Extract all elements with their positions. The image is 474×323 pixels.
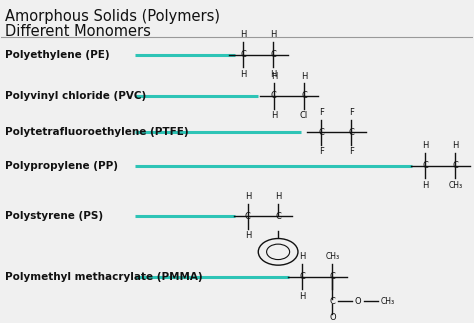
Text: F: F	[349, 108, 354, 117]
Text: H: H	[299, 252, 305, 261]
Text: C: C	[275, 212, 281, 221]
Text: C: C	[271, 50, 276, 59]
Text: Polymethyl methacrylate (PMMA): Polymethyl methacrylate (PMMA)	[5, 272, 203, 282]
Text: H: H	[270, 30, 276, 39]
Text: C: C	[329, 297, 336, 306]
Text: Polyvinyl chloride (PVC): Polyvinyl chloride (PVC)	[5, 91, 146, 101]
Text: H: H	[275, 192, 281, 201]
Text: C: C	[452, 161, 458, 170]
Text: Polystyrene (PS): Polystyrene (PS)	[5, 211, 103, 221]
Text: C: C	[240, 50, 246, 59]
Text: H: H	[240, 70, 246, 79]
Text: Polyethylene (PE): Polyethylene (PE)	[5, 50, 110, 60]
Text: H: H	[271, 72, 277, 81]
Text: H: H	[245, 192, 251, 201]
Text: Cl: Cl	[300, 111, 308, 120]
Text: H: H	[422, 181, 428, 190]
Text: H: H	[245, 232, 251, 241]
Text: C: C	[271, 91, 277, 100]
Text: CH₃: CH₃	[326, 252, 339, 261]
Text: H: H	[299, 292, 305, 301]
Text: C: C	[245, 212, 251, 221]
Text: F: F	[319, 108, 324, 117]
Text: O: O	[355, 297, 361, 306]
Text: Polytetrafluoroethylene (PTFE): Polytetrafluoroethylene (PTFE)	[5, 127, 189, 137]
Text: F: F	[319, 148, 324, 156]
Text: H: H	[301, 72, 307, 81]
Text: Amorphous Solids (Polymers): Amorphous Solids (Polymers)	[5, 9, 220, 24]
Text: CH₃: CH₃	[380, 297, 394, 306]
Text: C: C	[422, 161, 428, 170]
Text: C: C	[299, 272, 305, 281]
Text: F: F	[349, 148, 354, 156]
Text: C: C	[301, 91, 307, 100]
Text: C: C	[348, 128, 354, 137]
Text: H: H	[271, 111, 277, 120]
Text: H: H	[422, 141, 428, 151]
Text: Polypropylene (PP): Polypropylene (PP)	[5, 161, 118, 171]
Text: H: H	[452, 141, 458, 151]
Text: C: C	[329, 272, 336, 281]
Text: H: H	[240, 30, 246, 39]
Text: C: C	[318, 128, 324, 137]
Text: CH₃: CH₃	[448, 181, 463, 190]
Text: O: O	[329, 313, 336, 322]
Text: H: H	[270, 70, 276, 79]
Text: Different Monomers: Different Monomers	[5, 25, 151, 39]
